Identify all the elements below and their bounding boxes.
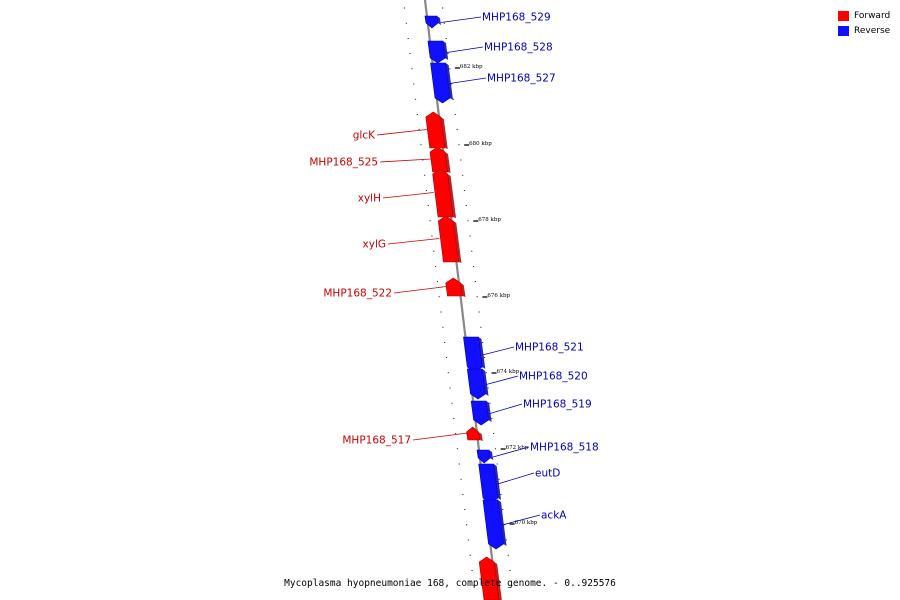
gene-leader-line: [492, 446, 530, 458]
gene-label: eutD: [535, 468, 560, 480]
gene-arrow-shade: [478, 337, 486, 369]
gene-arrow-shade: [478, 432, 483, 441]
gene-arrow[interactable]: [466, 368, 486, 400]
ruler-kbp-label: 682 kbp: [460, 64, 483, 70]
gene-arrow-shade: [447, 174, 457, 218]
gene-leader-line: [379, 158, 432, 163]
gene-label: MHP168_528: [484, 42, 553, 54]
ruler-kbp-label: 676 kbp: [487, 293, 510, 299]
gene-label: MHP168_519: [523, 399, 592, 411]
ruler-kbp-label: 670 kbp: [515, 520, 538, 526]
gene-leader-line: [412, 432, 468, 441]
gene-arrow[interactable]: [427, 40, 446, 64]
gene-arrow[interactable]: [478, 556, 500, 600]
gene-leader-line: [490, 403, 523, 414]
gene-arrow[interactable]: [476, 449, 491, 464]
legend: Forward Reverse: [838, 8, 890, 38]
gene-label: MHP168_529: [482, 12, 551, 24]
gene-MHP168_520[interactable]: MHP168_520: [466, 368, 588, 400]
gene-arrow-shade: [445, 63, 453, 100]
gene-eutD[interactable]: eutD: [478, 463, 561, 504]
gene-label: MHP168_520: [519, 371, 588, 383]
gene-MHP168_518[interactable]: MHP168_518: [476, 442, 599, 464]
gene-arrow[interactable]: [466, 426, 481, 441]
gene-leader-line: [376, 129, 427, 136]
ruler-kbp-label: 678 kbp: [478, 217, 501, 223]
forward-swatch: [838, 10, 849, 21]
gene-label: xylG: [363, 239, 386, 251]
gene-leader-line: [393, 286, 447, 294]
gene-glcK[interactable]: glcK: [353, 111, 448, 149]
gene-leader-line: [497, 472, 535, 485]
gene-arrow[interactable]: [470, 400, 489, 426]
gene-arrow-shade: [482, 369, 489, 396]
gene-arrow-shade: [494, 562, 502, 600]
gene-arrow-shade: [486, 401, 492, 422]
gene-arrow-shade: [493, 464, 501, 500]
gene-arrow-shade: [489, 450, 494, 460]
gene-arrow-shade: [498, 500, 507, 546]
gene-arrow[interactable]: [482, 499, 504, 550]
gene-xylG[interactable]: xylG: [363, 215, 462, 263]
gene-arrow[interactable]: [425, 111, 446, 149]
gene-leader-line: [387, 238, 440, 245]
legend-reverse: Reverse: [838, 23, 890, 38]
ruler-kbp-label: 674 kbp: [497, 369, 520, 375]
gene-leader-line: [486, 375, 519, 385]
ruler-kbp-label: 680 kbp: [469, 141, 492, 147]
gene-unlabeled[interactable]: [478, 556, 502, 600]
gene-arrow[interactable]: [429, 146, 448, 173]
gene-MHP168_519[interactable]: MHP168_519: [470, 399, 592, 426]
legend-forward: Forward: [838, 8, 890, 23]
gene-label: MHP168_522: [323, 288, 392, 300]
gene-arrow[interactable]: [424, 15, 439, 29]
gene-arrow[interactable]: [430, 62, 451, 104]
gene-arrow-shade: [440, 117, 448, 149]
gene-MHP168_528[interactable]: MHP168_528: [427, 40, 553, 64]
gene-MHP168_529[interactable]: MHP168_529: [424, 12, 551, 29]
legend-forward-label: Forward: [854, 10, 891, 21]
ruler-kbp-label: 672 kbp: [506, 445, 529, 451]
gene-label: xylH: [358, 193, 381, 205]
ruler-labels: 682 kbp 680 kbp 678 kbp 676 kbp 674 kbp 672 k…: [454, 64, 538, 526]
gene-label: ackA: [541, 510, 567, 522]
gene-MHP168_517[interactable]: MHP168_517: [342, 426, 483, 447]
gene-label: MHP168_517: [342, 435, 411, 447]
gene-leader-line: [446, 46, 484, 53]
gene-ackA[interactable]: ackA: [482, 499, 567, 550]
gene-label: MHP168_525: [309, 157, 378, 169]
gene-leader-line: [440, 16, 482, 23]
gene-arrow-shade: [460, 283, 466, 297]
gene-features: MHP168_529 MHP168_528 MHP168_527 glcK MHP168…: [309, 12, 599, 600]
gene-label: MHP168_521: [515, 342, 584, 354]
ruler-ticks-left: [403, 7, 475, 586]
reverse-swatch: [838, 25, 849, 36]
gene-MHP168_521[interactable]: MHP168_521: [463, 336, 584, 373]
gene-label: glcK: [353, 130, 376, 142]
gene-MHP168_522[interactable]: MHP168_522: [323, 277, 466, 300]
ruler-ticks-right: [441, 7, 513, 586]
gene-arrow-shade: [436, 16, 441, 25]
gene-arrow-shade: [442, 41, 449, 60]
genome-caption: Mycoplasma hyopneumoniae 168, complete g…: [284, 578, 616, 589]
gene-leader-line: [482, 346, 515, 356]
gene-leader-line: [449, 77, 487, 84]
gene-arrow[interactable]: [445, 277, 463, 297]
legend-reverse-label: Reverse: [854, 25, 891, 36]
gene-leader-line: [501, 514, 541, 526]
gene-xylH[interactable]: xylH: [358, 168, 457, 218]
gene-arrow-shade: [453, 221, 462, 263]
gene-MHP168_525[interactable]: MHP168_525: [309, 146, 451, 173]
gene-label: MHP168_527: [487, 73, 556, 85]
gene-arrow[interactable]: [437, 215, 459, 263]
gene-MHP168_527[interactable]: MHP168_527: [430, 62, 556, 104]
gene-arrow-shade: [445, 152, 451, 173]
gene-leader-line: [382, 192, 434, 199]
gene-label: MHP168_518: [530, 442, 599, 454]
